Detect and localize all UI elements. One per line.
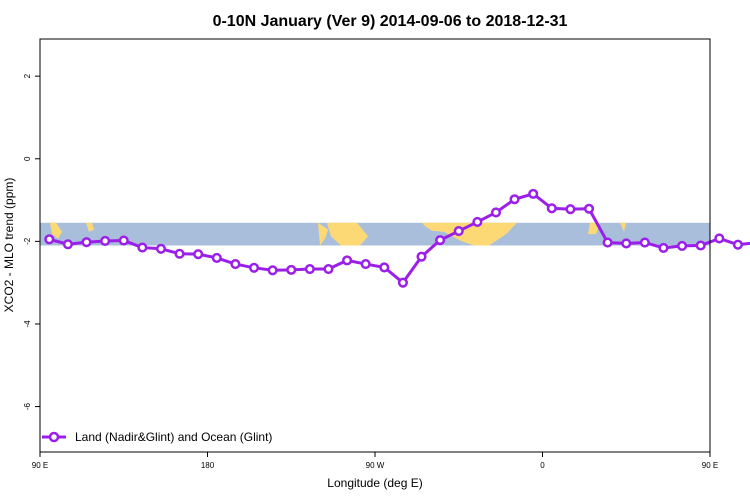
data-point-24: [472, 216, 483, 228]
data-point-33: [639, 237, 650, 248]
data-point-27: [528, 188, 539, 199]
data-point-29: [565, 204, 576, 215]
data-point-31: [602, 237, 613, 248]
legend-label: Land (Nadir&Glint) and Ocean (Glint): [75, 430, 272, 444]
series-layer: [44, 188, 750, 288]
data-point-26: [509, 194, 520, 205]
data-point-14: [286, 264, 297, 275]
land-mass-2: [86, 222, 94, 232]
x-tick-label-5: 90 E: [702, 461, 718, 470]
land-mass-3: [318, 222, 328, 246]
data-point-32: [621, 238, 632, 249]
data-point-10: [211, 252, 222, 263]
data-point-23: [453, 225, 464, 237]
ocean-band: [40, 222, 710, 246]
y-tick-label-4: -4: [23, 320, 32, 328]
chart-title: 0-10N January (Ver 9) 2014-09-06 to 2018…: [213, 13, 568, 30]
data-point-9: [193, 249, 204, 260]
y-tick-label-3: -2: [23, 237, 32, 245]
data-point-6: [137, 242, 148, 253]
x-tick-label-2: 180: [201, 461, 215, 470]
data-point-21: [416, 251, 427, 262]
data-point-19: [379, 262, 390, 273]
land-mass-5: [422, 222, 517, 246]
data-point-13: [267, 265, 278, 276]
data-point-20: [397, 277, 408, 288]
x-axis-label: Longitude (deg E): [327, 476, 422, 490]
data-point-22: [435, 235, 446, 246]
data-point-8: [174, 248, 185, 259]
legend-marker: [48, 431, 60, 443]
data-point-35: [677, 240, 688, 251]
data-point-18: [360, 259, 371, 270]
y-tick-label-1: 2: [23, 73, 32, 78]
data-point-15: [304, 263, 315, 275]
y-axis-label: XCO2 - MLO trend (ppm): [2, 178, 16, 313]
data-point-3: [81, 237, 92, 248]
land-mass-7: [620, 222, 626, 232]
data-point-17: [342, 255, 353, 266]
data-point-7: [155, 243, 167, 254]
data-point-34: [658, 242, 669, 254]
axes: 90 E 180 90 W 0 90 E 2 0 -2 -4 -6: [23, 73, 718, 470]
land-mass-1: [50, 222, 62, 239]
data-point-1: [44, 234, 55, 245]
data-point-12: [248, 262, 260, 273]
data-point-4: [100, 235, 111, 247]
data-point-5: [118, 235, 129, 246]
data-point-2: [62, 239, 73, 250]
data-point-30: [583, 203, 595, 214]
map-band: [40, 222, 710, 246]
data-point-38: [732, 239, 743, 250]
x-tick-label-3: 90 W: [366, 461, 385, 470]
x-tick-label-1: 90 E: [32, 461, 48, 470]
land-mass-4: [327, 222, 368, 246]
data-point-36: [695, 240, 706, 251]
data-point-25: [490, 207, 502, 218]
data-point-37: [714, 233, 725, 244]
data-point-11: [230, 259, 241, 270]
y-tick-label-2: 0: [23, 156, 32, 161]
y-tick-label-5: -6: [23, 402, 32, 410]
data-point-16: [323, 263, 334, 275]
legend: Land (Nadir&Glint) and Ocean (Glint): [42, 430, 272, 444]
data-point-28: [546, 203, 557, 214]
x-tick-label-4: 0: [540, 461, 545, 470]
plot-frame: [39, 38, 711, 453]
